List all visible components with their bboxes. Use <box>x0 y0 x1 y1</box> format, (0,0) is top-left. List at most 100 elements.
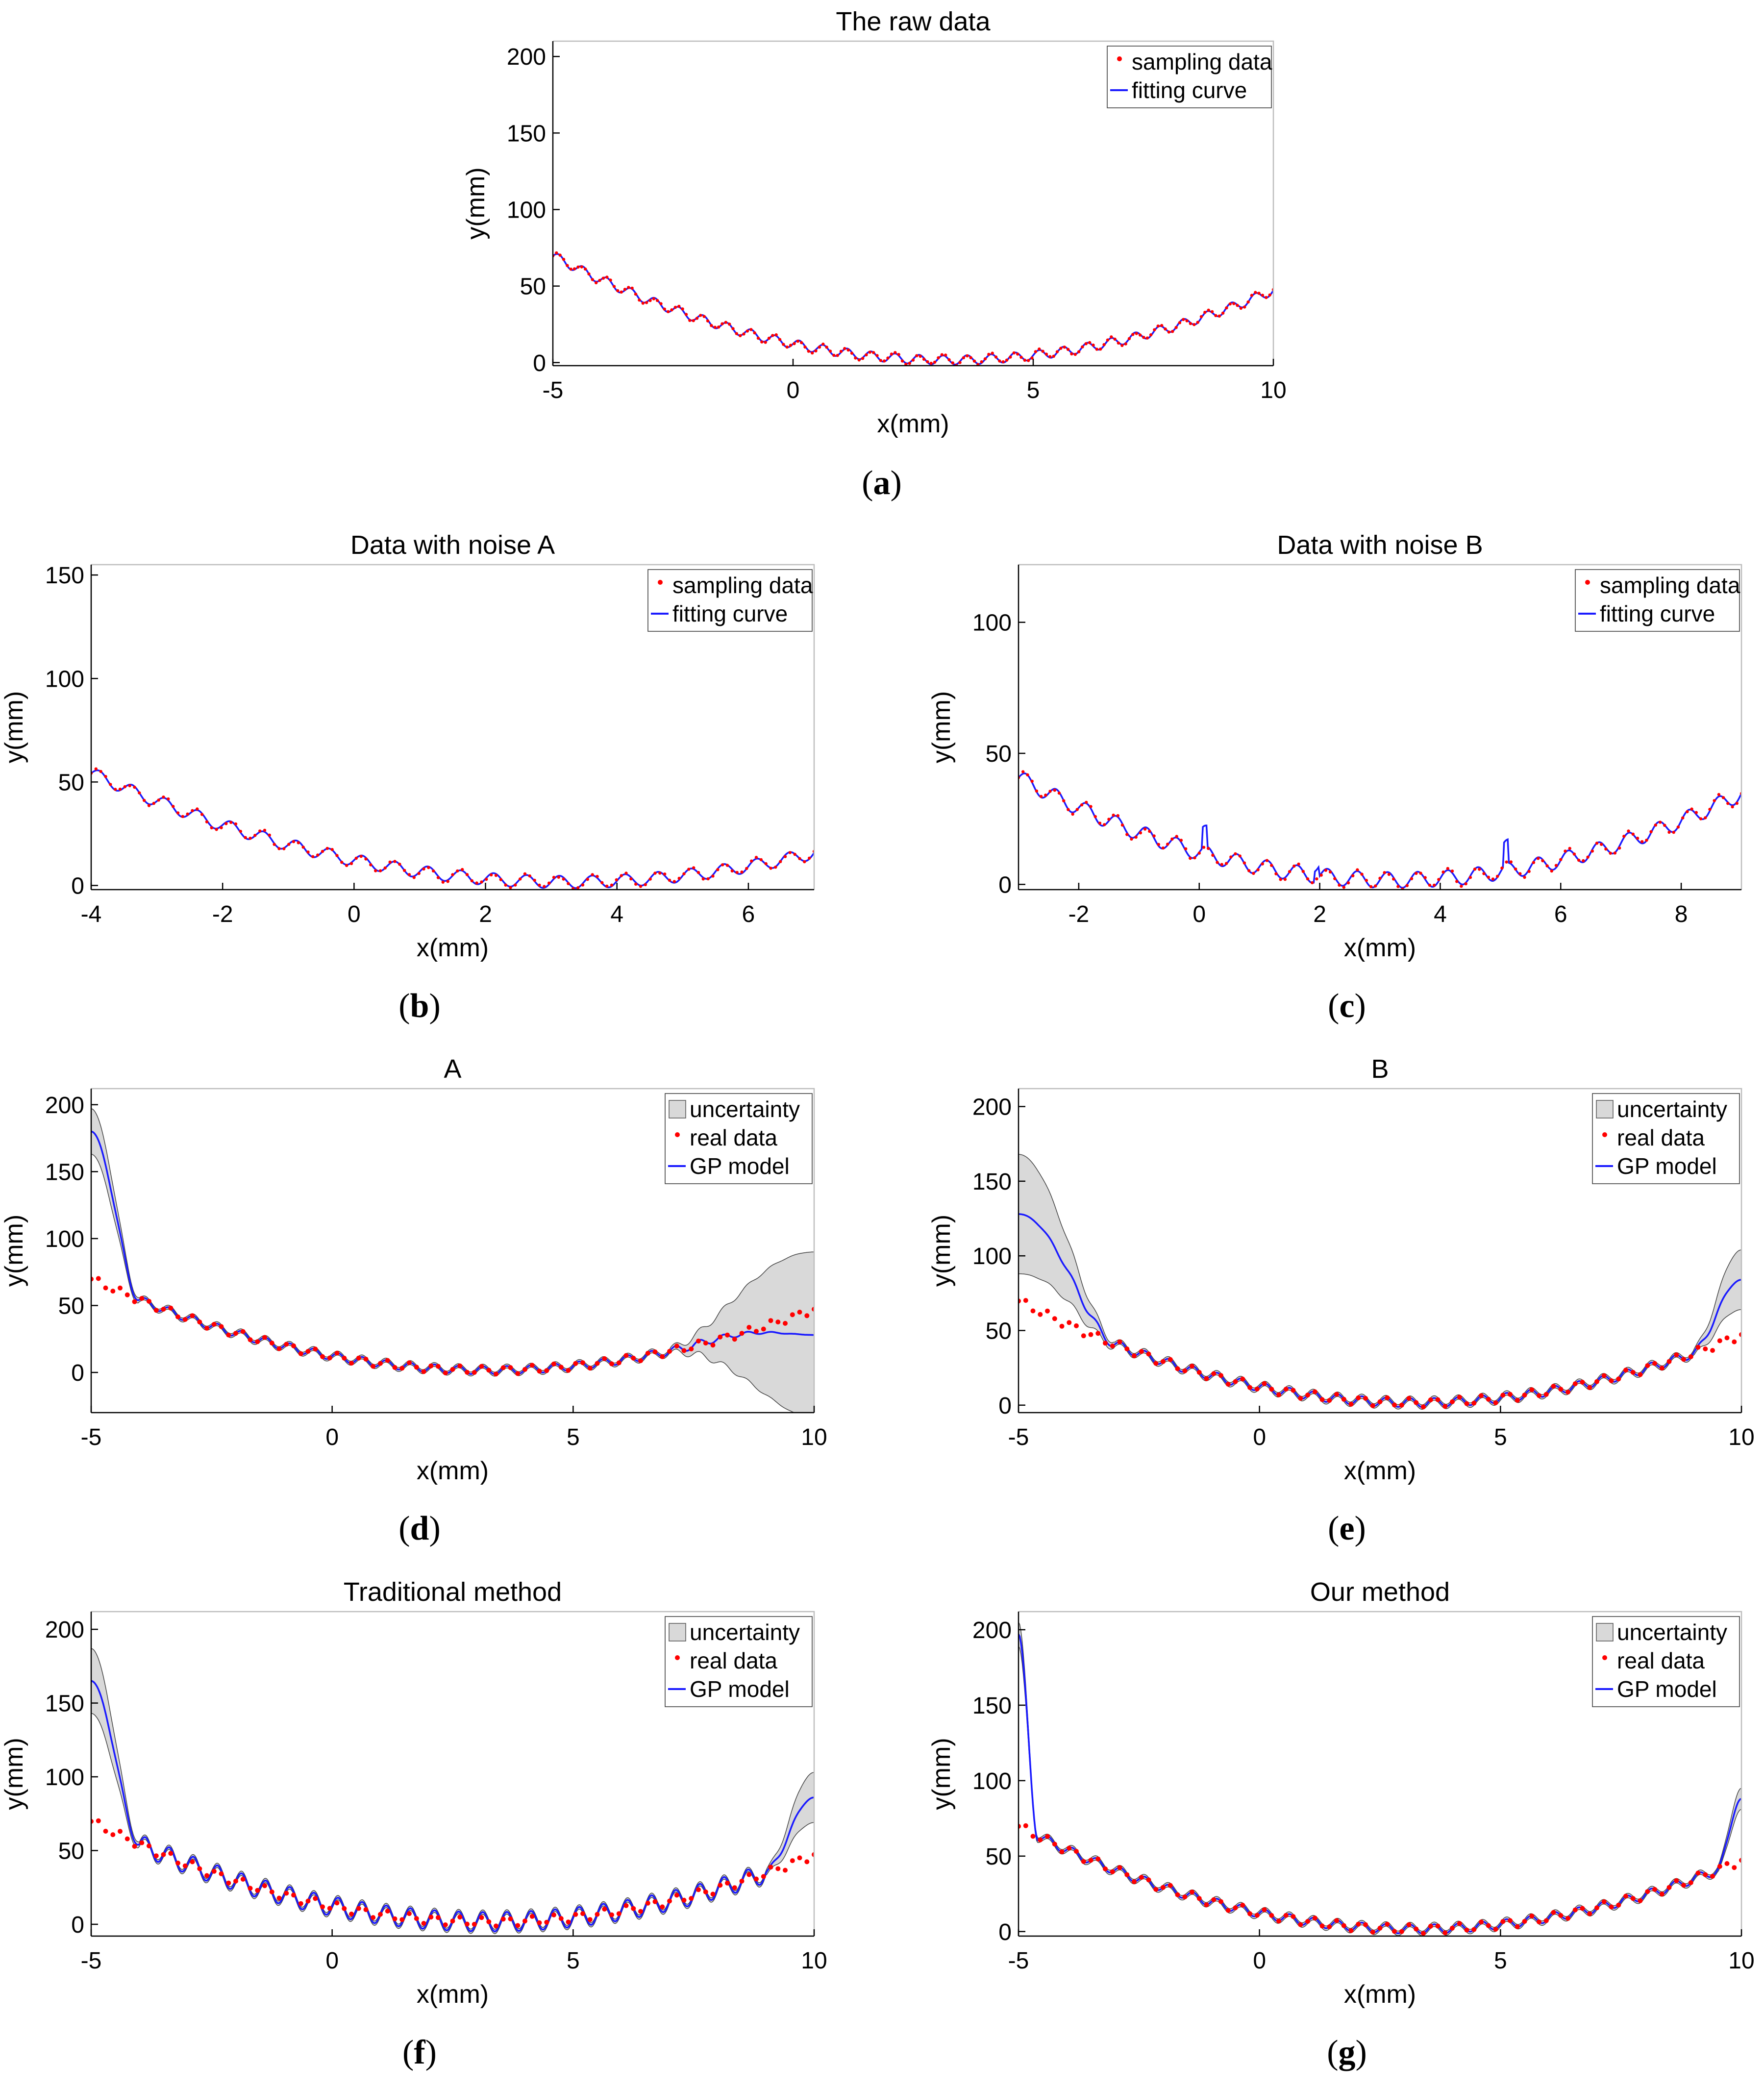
data-point <box>1234 852 1237 856</box>
data-point <box>1559 858 1563 861</box>
data-point <box>190 1859 195 1865</box>
plot-area-d <box>91 1108 814 1413</box>
data-point <box>732 1885 737 1891</box>
data-point <box>1630 1369 1636 1375</box>
data-point <box>1645 839 1648 842</box>
data-point <box>1164 327 1167 331</box>
data-point <box>1405 884 1409 887</box>
data-point <box>1558 1387 1564 1392</box>
data-point <box>1023 358 1026 362</box>
data-point <box>962 356 966 360</box>
y-axis-label: y(mm) <box>0 691 28 763</box>
data-point <box>1572 1907 1578 1913</box>
data-point <box>1609 1904 1614 1910</box>
data-point <box>529 1363 535 1368</box>
data-point <box>1446 867 1449 871</box>
data-point <box>1204 1902 1209 1908</box>
data-point <box>204 1873 209 1878</box>
data-point <box>573 1361 578 1366</box>
data-point <box>1034 350 1038 353</box>
data-point <box>537 1920 542 1925</box>
data-point <box>161 1307 166 1312</box>
panel-e: -5 0 5 10050100150200Bx(mm)y(mm)uncertainty… <box>927 1054 1755 1547</box>
data-point <box>1505 860 1508 864</box>
data-point <box>667 310 670 313</box>
data-point <box>1681 816 1685 820</box>
data-point <box>1580 1906 1585 1911</box>
data-point <box>1085 800 1088 804</box>
data-point <box>544 1919 549 1925</box>
data-point <box>581 883 585 887</box>
data-point <box>821 342 825 346</box>
data-point <box>1185 319 1189 323</box>
data-point <box>349 1361 354 1366</box>
data-point <box>1577 858 1581 862</box>
data-point <box>808 856 811 860</box>
data-point <box>414 1916 419 1921</box>
data-point <box>1107 818 1111 821</box>
data-point <box>1713 799 1716 802</box>
data-point <box>1731 805 1734 809</box>
data-point <box>1268 293 1271 297</box>
data-point <box>800 341 803 345</box>
data-point <box>768 1865 773 1870</box>
data-point <box>745 329 749 333</box>
data-point <box>118 1285 123 1291</box>
data-point <box>774 866 777 869</box>
x-axis-label: x(mm) <box>417 1980 489 2009</box>
data-point <box>1120 823 1124 827</box>
data-point <box>255 1888 260 1893</box>
data-point <box>1207 308 1210 312</box>
data-point <box>1153 328 1156 331</box>
data-point <box>233 1878 238 1884</box>
data-point <box>789 344 793 347</box>
data-point <box>783 855 787 858</box>
data-point <box>687 868 691 871</box>
data-point <box>1240 1902 1245 1908</box>
data-point <box>1392 877 1395 881</box>
y-tick-label: 200 <box>45 1093 84 1119</box>
data-point <box>612 285 616 288</box>
data-point <box>1178 321 1182 324</box>
data-point <box>1247 1385 1252 1390</box>
data-point <box>1088 1858 1093 1863</box>
data-point <box>508 1916 513 1921</box>
data-point <box>392 1365 398 1370</box>
data-point <box>1630 1896 1636 1901</box>
data-point <box>538 883 541 887</box>
data-point <box>1099 348 1102 351</box>
data-point <box>900 359 904 363</box>
data-point <box>624 871 628 875</box>
legend-entry-label: uncertainty <box>1617 1096 1727 1122</box>
data-point <box>775 1866 781 1871</box>
data-point <box>703 1889 708 1894</box>
data-point <box>138 791 141 795</box>
data-point <box>393 860 397 863</box>
data-point <box>287 843 291 846</box>
caption-paren-close: ) <box>891 464 902 502</box>
data-point <box>1493 1927 1498 1932</box>
x-tick-label: -2 <box>1068 901 1090 927</box>
x-tick-label: 0 <box>787 377 800 403</box>
data-point <box>1464 1927 1469 1933</box>
data-point <box>1283 877 1287 881</box>
data-point <box>407 1360 412 1366</box>
data-point <box>623 1353 629 1358</box>
data-point <box>220 826 223 829</box>
data-point <box>436 876 440 879</box>
data-point <box>660 1904 665 1910</box>
data-point <box>494 1371 498 1377</box>
y-tick-label: 0 <box>533 350 546 376</box>
data-point <box>147 1843 151 1848</box>
data-point <box>103 1829 108 1834</box>
x-tick-label: 10 <box>801 1948 827 1974</box>
data-point <box>486 1919 492 1924</box>
data-point <box>1518 872 1522 875</box>
data-point <box>1189 856 1192 860</box>
data-point <box>1110 335 1113 339</box>
legend-box <box>1575 569 1740 632</box>
data-point <box>1392 1402 1397 1408</box>
data-point <box>1220 863 1223 866</box>
data-point <box>1312 1389 1317 1394</box>
data-point <box>1406 1922 1412 1927</box>
